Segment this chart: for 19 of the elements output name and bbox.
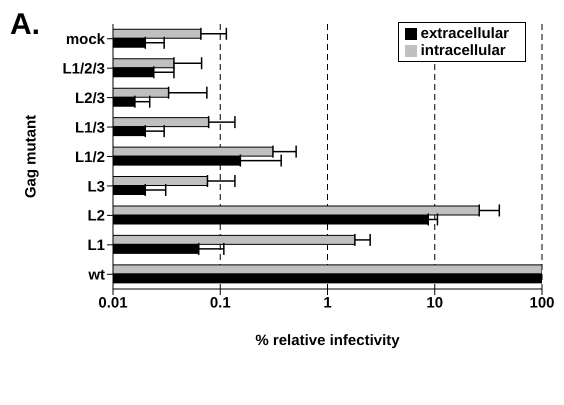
x-tick-label: 10 <box>426 294 444 312</box>
x-tick-label: 0.01 <box>98 294 128 312</box>
y-tick-label: mock <box>66 31 106 48</box>
legend-label: extracellular <box>420 25 509 42</box>
y-tick-label: L1 <box>87 237 105 254</box>
x-axis-title: % relative infectivity <box>255 332 400 349</box>
y-tick-label: L1/2/3 <box>62 60 105 78</box>
y-axis-title: Gag mutant <box>22 114 40 198</box>
x-tick-label: 1 <box>323 294 332 312</box>
legend-label: intracellular <box>420 42 506 59</box>
x-tick-label: 0.1 <box>210 294 231 312</box>
y-tick-label: L1/2 <box>74 148 105 166</box>
y-tick-label: wt <box>87 266 105 284</box>
x-tick-label: 100 <box>529 294 555 312</box>
y-tick-label: L2 <box>87 208 105 225</box>
y-tick-label: L2/3 <box>74 90 105 107</box>
y-tick-label: L1/3 <box>74 119 105 136</box>
chart-title: A. <box>10 8 40 42</box>
y-tick-label: L3 <box>87 178 105 196</box>
